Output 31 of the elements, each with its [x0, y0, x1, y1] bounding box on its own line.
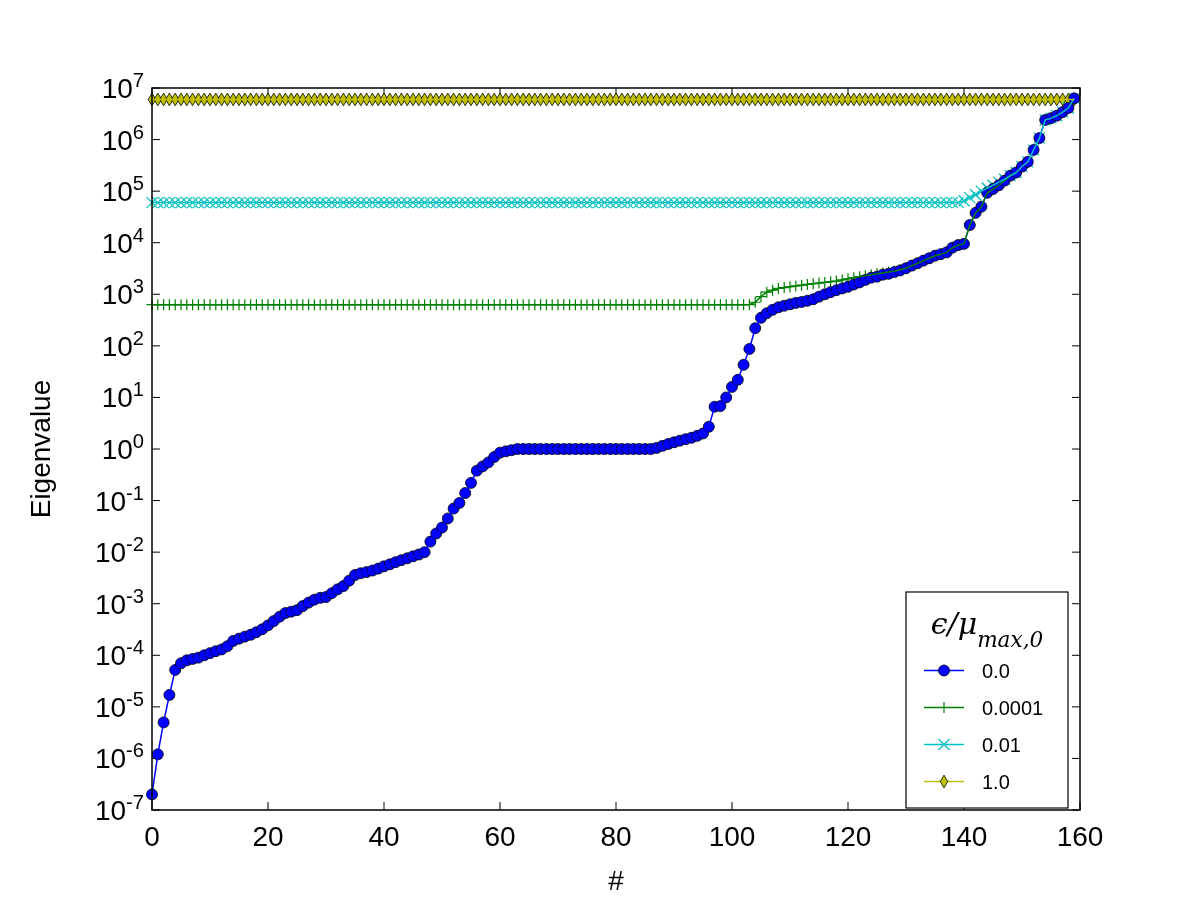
- x-tick-label: 20: [252, 821, 284, 852]
- x-tick-label: 80: [600, 821, 632, 852]
- y-tick-label: 10$^{5}$: [101, 172, 144, 208]
- y-tick-label: 10$^{3}$: [101, 275, 144, 311]
- legend-title: ϵ/μ$_{max,0}$: [930, 606, 1044, 652]
- y-tick-label: 10$^{4}$: [101, 223, 144, 259]
- x-tick-label: 100: [708, 821, 756, 852]
- y-tick-label: 10$^{-1}$: [94, 481, 144, 517]
- y-tick-label: 10$^{1}$: [101, 378, 144, 414]
- y-tick-label: 10$^{-4}$: [94, 636, 144, 672]
- x-tick-label: 140: [940, 821, 988, 852]
- y-tick-label: 10$^{-5}$: [94, 687, 144, 723]
- y-tick-label: 10$^{6}$: [101, 120, 144, 156]
- y-tick-label: 10$^{2}$: [101, 326, 144, 362]
- y-tick-label: 10$^{-7}$: [94, 791, 144, 826]
- x-tick-label: 0: [144, 821, 160, 852]
- y-tick-label: 10$^{-2}$: [94, 533, 144, 569]
- legend-label: 1.0: [982, 770, 1010, 793]
- x-tick-label: 60: [484, 821, 516, 852]
- y-tick-label: 10$^{0}$: [101, 430, 144, 465]
- y-tick-label: 10$^{-3}$: [94, 584, 144, 620]
- legend-label: 0.0001: [982, 696, 1044, 719]
- legend-label: 0.01: [982, 733, 1021, 756]
- y-axis-title: Eigenvalue: [25, 379, 56, 519]
- x-tick-label: 160: [1056, 821, 1104, 852]
- x-axis-title: #: [608, 865, 625, 896]
- y-tick-label: 10$^{-6}$: [94, 739, 144, 775]
- y-tick-label: 10$^{7}$: [101, 69, 144, 104]
- x-tick-label: 120: [824, 821, 872, 852]
- x-tick-label: 40: [368, 821, 400, 852]
- legend-label: 0.0: [982, 659, 1010, 682]
